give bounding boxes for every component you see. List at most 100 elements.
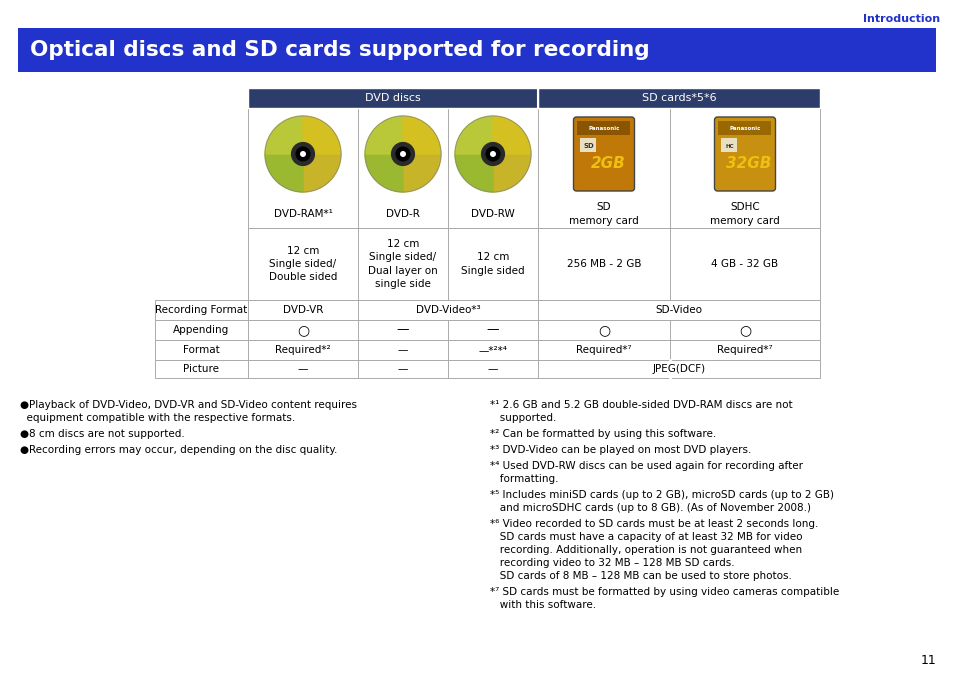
Text: Required*²: Required*² bbox=[274, 345, 331, 355]
Text: 4 GB - 32 GB: 4 GB - 32 GB bbox=[711, 259, 778, 269]
Text: *³ DVD-Video can be played on most DVD players.: *³ DVD-Video can be played on most DVD p… bbox=[490, 445, 751, 455]
Text: —*²*⁴: —*²*⁴ bbox=[478, 345, 507, 355]
Text: formatting.: formatting. bbox=[490, 474, 558, 484]
Text: supported.: supported. bbox=[490, 413, 556, 423]
Polygon shape bbox=[455, 116, 493, 154]
Text: DVD-R: DVD-R bbox=[386, 209, 419, 219]
Text: *⁷ SD cards must be formatted by using video cameras compatible: *⁷ SD cards must be formatted by using v… bbox=[490, 587, 839, 597]
Circle shape bbox=[481, 143, 504, 166]
Text: JPEG(DCF): JPEG(DCF) bbox=[652, 364, 705, 374]
Text: ○: ○ bbox=[296, 323, 309, 337]
Bar bbox=[537, 88, 820, 108]
Text: ●Recording errors may occur, depending on the disc quality.: ●Recording errors may occur, depending o… bbox=[20, 445, 337, 455]
Text: 32GB: 32GB bbox=[725, 157, 771, 172]
Bar bbox=[154, 340, 820, 360]
Bar bbox=[154, 300, 820, 320]
Bar bbox=[718, 121, 771, 135]
Text: SD cards*5*6: SD cards*5*6 bbox=[641, 93, 716, 103]
Circle shape bbox=[486, 147, 499, 161]
Bar bbox=[154, 360, 820, 378]
Text: Required*⁷: Required*⁷ bbox=[717, 345, 772, 355]
Circle shape bbox=[292, 143, 314, 166]
Text: Introduction: Introduction bbox=[862, 14, 939, 24]
Text: Format: Format bbox=[183, 345, 219, 355]
Text: ●Playback of DVD-Video, DVD-VR and SD-Video content requires: ●Playback of DVD-Video, DVD-VR and SD-Vi… bbox=[20, 400, 356, 410]
Text: with this software.: with this software. bbox=[490, 600, 596, 610]
Text: 12 cm
Single sided: 12 cm Single sided bbox=[460, 252, 524, 276]
Text: SD-Video: SD-Video bbox=[655, 305, 701, 315]
Text: *² Can be formatted by using this software.: *² Can be formatted by using this softwa… bbox=[490, 429, 716, 439]
Circle shape bbox=[400, 151, 405, 156]
Circle shape bbox=[391, 143, 414, 166]
Bar bbox=[720, 138, 737, 152]
Text: SD
memory card: SD memory card bbox=[569, 203, 639, 225]
Text: Required*⁷: Required*⁷ bbox=[576, 345, 631, 355]
FancyBboxPatch shape bbox=[714, 117, 775, 191]
Bar bbox=[357, 108, 448, 228]
Text: 11: 11 bbox=[920, 653, 935, 666]
Circle shape bbox=[300, 151, 305, 156]
Text: DVD-Video*³: DVD-Video*³ bbox=[416, 305, 479, 315]
Circle shape bbox=[295, 147, 310, 161]
Text: Panasonic: Panasonic bbox=[728, 127, 760, 131]
Text: DVD-RAM*¹: DVD-RAM*¹ bbox=[274, 209, 332, 219]
Text: *⁴ Used DVD-RW discs can be used again for recording after: *⁴ Used DVD-RW discs can be used again f… bbox=[490, 461, 802, 471]
Text: equipment compatible with the respective formats.: equipment compatible with the respective… bbox=[20, 413, 294, 423]
Text: —: — bbox=[396, 324, 409, 336]
Text: ○: ○ bbox=[598, 323, 609, 337]
Polygon shape bbox=[265, 116, 303, 154]
Text: 2GB: 2GB bbox=[590, 157, 625, 172]
Text: ○: ○ bbox=[739, 323, 750, 337]
Text: *⁶ Video recorded to SD cards must be at least 2 seconds long.: *⁶ Video recorded to SD cards must be at… bbox=[490, 519, 818, 529]
Bar bbox=[248, 108, 357, 228]
Circle shape bbox=[490, 151, 495, 156]
Text: DVD-RW: DVD-RW bbox=[471, 209, 515, 219]
Bar bbox=[248, 228, 820, 300]
Bar bbox=[18, 28, 935, 72]
Text: SD cards of 8 MB – 128 MB can be used to store photos.: SD cards of 8 MB – 128 MB can be used to… bbox=[490, 571, 791, 581]
Bar bbox=[448, 108, 537, 228]
Polygon shape bbox=[365, 116, 402, 154]
FancyBboxPatch shape bbox=[573, 117, 634, 191]
Polygon shape bbox=[455, 154, 493, 192]
Circle shape bbox=[395, 147, 410, 161]
Text: ●8 cm discs are not supported.: ●8 cm discs are not supported. bbox=[20, 429, 185, 439]
Text: —: — bbox=[397, 345, 408, 355]
Bar bbox=[669, 108, 820, 228]
Bar bbox=[577, 121, 630, 135]
Text: 256 MB - 2 GB: 256 MB - 2 GB bbox=[566, 259, 640, 269]
Text: SD cards must have a capacity of at least 32 MB for video: SD cards must have a capacity of at leas… bbox=[490, 532, 801, 542]
Text: Appending: Appending bbox=[173, 325, 230, 335]
Text: *¹ 2.6 GB and 5.2 GB double-sided DVD-RAM discs are not: *¹ 2.6 GB and 5.2 GB double-sided DVD-RA… bbox=[490, 400, 792, 410]
Text: Panasonic: Panasonic bbox=[588, 127, 619, 131]
Bar bbox=[537, 108, 669, 228]
Polygon shape bbox=[493, 154, 531, 192]
Text: *⁵ Includes miniSD cards (up to 2 GB), microSD cards (up to 2 GB): *⁵ Includes miniSD cards (up to 2 GB), m… bbox=[490, 490, 833, 500]
Polygon shape bbox=[265, 154, 303, 192]
Text: 12 cm
Single sided/
Double sided: 12 cm Single sided/ Double sided bbox=[269, 246, 336, 282]
Bar bbox=[579, 138, 596, 152]
Polygon shape bbox=[365, 154, 402, 192]
Text: —: — bbox=[486, 324, 498, 336]
Text: Recording Format: Recording Format bbox=[155, 305, 248, 315]
Text: recording. Additionally, operation is not guaranteed when: recording. Additionally, operation is no… bbox=[490, 545, 801, 555]
Text: —: — bbox=[297, 364, 308, 374]
Polygon shape bbox=[402, 154, 440, 192]
Polygon shape bbox=[303, 116, 340, 154]
Bar bbox=[154, 320, 820, 340]
Text: SDHC
memory card: SDHC memory card bbox=[709, 203, 779, 225]
Text: DVD discs: DVD discs bbox=[365, 93, 420, 103]
Text: —: — bbox=[487, 364, 497, 374]
Polygon shape bbox=[303, 154, 340, 192]
Text: Picture: Picture bbox=[183, 364, 219, 374]
Text: and microSDHC cards (up to 8 GB). (As of November 2008.): and microSDHC cards (up to 8 GB). (As of… bbox=[490, 503, 810, 513]
Text: recording video to 32 MB – 128 MB SD cards.: recording video to 32 MB – 128 MB SD car… bbox=[490, 558, 734, 568]
Text: SD: SD bbox=[582, 143, 594, 149]
Text: DVD-VR: DVD-VR bbox=[282, 305, 323, 315]
Text: 12 cm
Single sided/
Dual layer on
single side: 12 cm Single sided/ Dual layer on single… bbox=[368, 239, 437, 289]
Polygon shape bbox=[402, 116, 440, 154]
Text: —: — bbox=[397, 364, 408, 374]
Polygon shape bbox=[493, 116, 531, 154]
Bar bbox=[248, 88, 537, 108]
Text: HC: HC bbox=[724, 143, 733, 149]
